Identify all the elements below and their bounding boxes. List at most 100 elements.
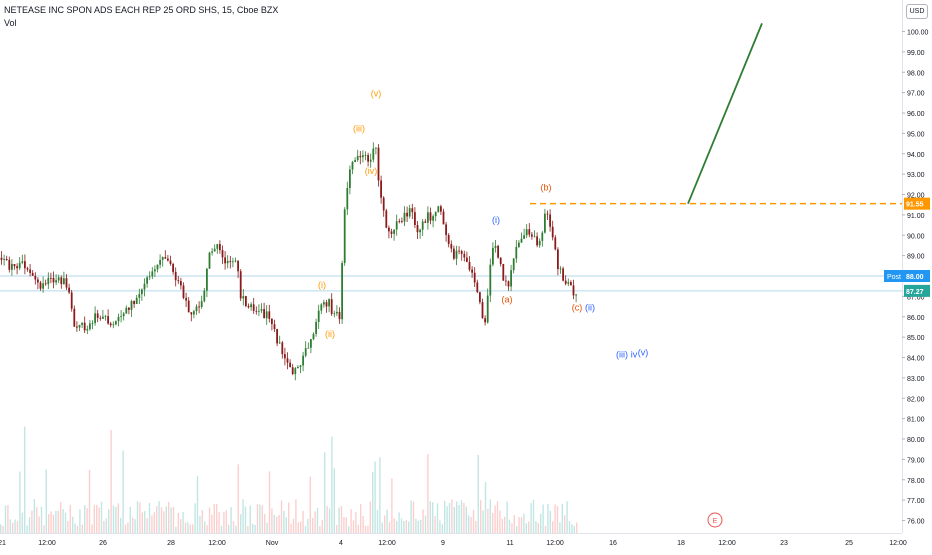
volume-bar xyxy=(556,506,559,533)
candle-body xyxy=(190,312,193,315)
candle-body xyxy=(416,225,419,233)
volume-bar xyxy=(405,520,407,533)
volume-bar xyxy=(391,478,393,533)
candle-body xyxy=(398,221,401,222)
candle-body xyxy=(174,271,177,281)
candle-body xyxy=(200,301,203,307)
volume-bar xyxy=(175,526,177,533)
candle-body xyxy=(107,316,109,324)
post-tag-label: Post xyxy=(887,274,901,281)
candle-body xyxy=(343,209,346,263)
time-tick-label: 12:00 xyxy=(38,540,56,547)
volume-bar xyxy=(525,523,527,533)
candle-body xyxy=(250,304,252,308)
candle-body xyxy=(393,229,395,234)
candle-body xyxy=(63,278,65,285)
time-tick-label: 9 xyxy=(441,540,445,547)
wave-labels: (v)(iii)(iv)(i)(ii)(i)(a)(b)(c) (ii)(iii)… xyxy=(318,89,723,528)
volume-bar xyxy=(170,507,172,533)
volume-bar xyxy=(127,522,129,533)
volume-bar xyxy=(295,499,297,533)
volume-series xyxy=(0,426,578,533)
volume-bar xyxy=(566,501,568,533)
volume-bar xyxy=(381,522,383,533)
candle-body xyxy=(395,221,398,230)
candle-body xyxy=(354,160,356,162)
candle-body xyxy=(359,155,362,158)
volume-bar xyxy=(367,525,369,533)
candle-body xyxy=(148,276,151,278)
volume-bar xyxy=(136,501,139,533)
price-tick-label: 93.00 xyxy=(907,172,925,179)
candle-body xyxy=(138,294,141,298)
candle-body xyxy=(437,206,440,213)
volume-bar xyxy=(148,502,151,533)
volume-bar xyxy=(100,501,103,533)
time-axis[interactable]: 21 12:00 26 28 12:00 Nov 4 12:00 9 11 12:00 16 18 12:… xyxy=(0,533,907,548)
volume-bar xyxy=(180,519,182,533)
candle-body xyxy=(109,323,112,326)
candle-body xyxy=(219,244,221,251)
candle-body xyxy=(117,316,120,322)
volume-bar xyxy=(326,506,328,533)
candle-body xyxy=(372,148,375,160)
candle-body xyxy=(479,292,481,303)
candle-body xyxy=(445,224,447,235)
price-axis[interactable]: 100.00 99.00 98.00 97.00 96.00 95.00 94.00 93.0… xyxy=(884,0,930,533)
volume-bar xyxy=(52,514,55,533)
candle-body xyxy=(468,262,471,270)
volume-bar xyxy=(31,510,33,533)
volume-bar xyxy=(45,469,47,533)
candle-body xyxy=(362,155,364,158)
candle-body xyxy=(442,211,445,225)
candle-body xyxy=(315,322,317,334)
volume-bar xyxy=(74,523,76,533)
volume-bar xyxy=(520,517,523,533)
candle-body xyxy=(310,339,312,348)
volume-bar xyxy=(302,510,304,533)
candle-body xyxy=(304,348,307,356)
candle-body xyxy=(531,234,533,237)
candle-body xyxy=(406,212,408,217)
volume-bar xyxy=(266,522,268,533)
volume-bar xyxy=(160,507,163,533)
volume-bar xyxy=(264,514,266,533)
volume-bar xyxy=(208,507,211,533)
volume-bar xyxy=(72,516,74,533)
candle-body xyxy=(377,147,380,181)
candle-body xyxy=(297,367,299,369)
candle-body xyxy=(458,250,460,252)
volume-bar xyxy=(115,507,117,533)
volume-bar xyxy=(278,515,280,533)
candle-body xyxy=(39,282,42,289)
volume-bar xyxy=(144,511,146,533)
candle-body xyxy=(390,231,393,234)
currency-button[interactable]: USD xyxy=(906,4,928,19)
candle-body xyxy=(263,309,265,319)
candle-body xyxy=(104,316,107,317)
volume-bar xyxy=(244,506,247,533)
volume-bar xyxy=(91,524,93,533)
candle-body xyxy=(268,311,271,319)
volume-bar xyxy=(254,525,256,533)
candle-body xyxy=(182,285,185,298)
volume-bar xyxy=(122,450,124,533)
candle-body xyxy=(247,306,250,308)
candle-body xyxy=(411,208,414,213)
candle-body xyxy=(518,242,520,247)
volume-bar xyxy=(19,471,21,533)
volume-bar xyxy=(393,518,395,533)
candle-body xyxy=(427,212,429,223)
volume-bar xyxy=(40,506,43,533)
time-tick-label: 21 xyxy=(0,540,6,547)
volume-bar xyxy=(331,436,333,533)
candle-body xyxy=(502,264,505,281)
volume-bar xyxy=(187,522,189,533)
candle-body xyxy=(484,318,486,323)
candle-body xyxy=(42,283,44,289)
wave-label: (ii) xyxy=(585,303,595,313)
candle-body xyxy=(122,313,125,317)
volume-bar xyxy=(0,524,2,533)
